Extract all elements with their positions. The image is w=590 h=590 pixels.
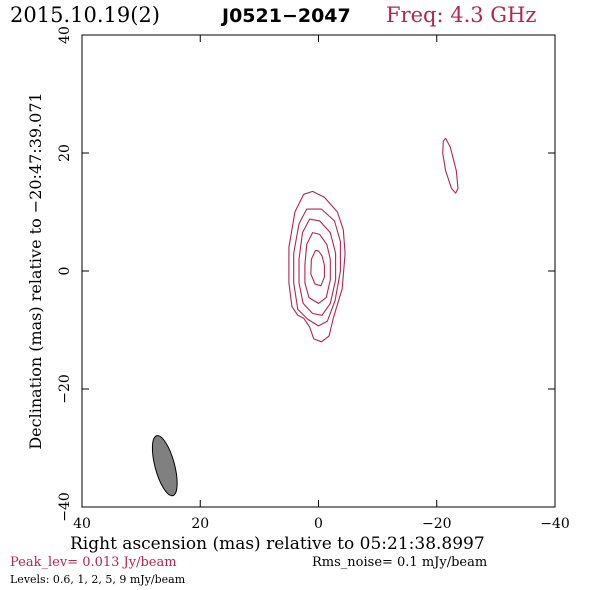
- contour-level-0-6: [288, 190, 346, 343]
- y-tick-label: −40: [57, 492, 73, 522]
- x-tick-label: −40: [540, 516, 570, 532]
- x-tick-label: 20: [191, 516, 209, 532]
- contour-levels: Levels: 0.6, 1, 2, 5, 9 mJy/beam: [10, 573, 186, 586]
- x-axis-label: Right ascension (mas) relative to 05:21:…: [70, 534, 485, 554]
- rms-noise: Rms_noise= 0.1 mJy/beam: [312, 555, 487, 570]
- y-tick-label: 0: [57, 267, 73, 276]
- contour-level-2: [298, 218, 337, 316]
- contour-layer: [288, 137, 459, 343]
- frequency-label: Freq: 4.3 GHz: [386, 3, 536, 27]
- source-name: J0521−2047: [220, 5, 351, 27]
- y-tick-label: 20: [57, 144, 73, 162]
- plot-frame: [81, 34, 556, 508]
- y-axis-ticks: −40 −20 0 20 40: [57, 26, 555, 522]
- y-tick-label: 40: [57, 26, 73, 44]
- beam-ellipse: [151, 435, 178, 497]
- y-axis-label: Declination (mas) relative to −20:47:39.…: [26, 92, 45, 449]
- x-tick-label: 40: [73, 516, 91, 532]
- x-tick-label: −20: [422, 516, 452, 532]
- peak-level: Peak_lev= 0.013 Jy/beam: [10, 555, 177, 570]
- contour-level-9: [310, 249, 325, 287]
- x-axis-ticks: 40 20 0 −20 −40: [73, 35, 570, 532]
- contour-level-1: [293, 208, 341, 327]
- secondary-component-contour: [442, 137, 459, 194]
- observation-date: 2015.10.19(2): [10, 3, 160, 27]
- contour-level-5: [304, 232, 331, 304]
- y-tick-label: −20: [57, 374, 73, 404]
- x-tick-label: 0: [314, 516, 323, 532]
